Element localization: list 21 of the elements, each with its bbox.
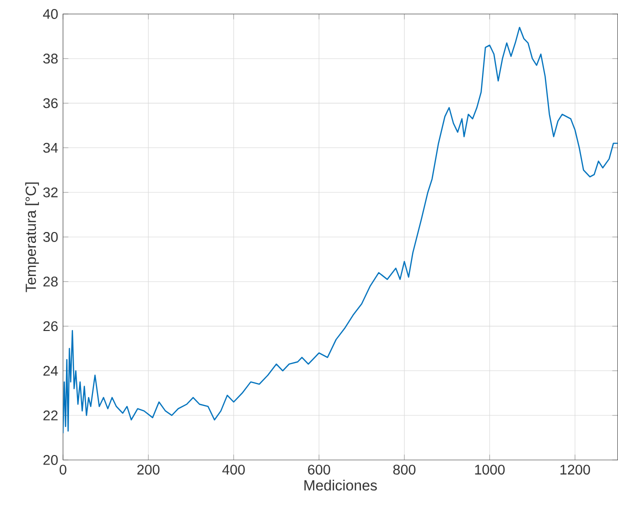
x-axis-title: Mediciones <box>304 480 377 491</box>
y-tick-label: 22 <box>43 410 58 420</box>
y-tick-label: 24 <box>43 366 58 376</box>
y-tick-label: 40 <box>43 9 58 19</box>
y-tick-label: 30 <box>43 232 58 242</box>
x-tick-label: 800 <box>393 464 416 475</box>
y-tick-label: 38 <box>43 54 58 64</box>
x-tick-label: 200 <box>137 464 160 475</box>
line-series <box>63 26 618 434</box>
y-tick-label: 20 <box>43 455 58 465</box>
y-tick-label: 32 <box>43 187 58 198</box>
x-tick-label: 0 <box>60 464 66 475</box>
x-tick-label: 1000 <box>475 464 505 475</box>
y-tick-label: 36 <box>43 98 58 108</box>
y-axis-title: Temperatura [°C] <box>25 182 39 292</box>
x-tick-label: 1200 <box>560 464 590 475</box>
x-tick-label: 600 <box>308 464 330 475</box>
y-tick-label: 28 <box>43 276 58 287</box>
x-tick-label: 400 <box>222 464 245 475</box>
y-tick-label: 26 <box>43 321 58 332</box>
y-tick-label: 34 <box>43 142 58 153</box>
